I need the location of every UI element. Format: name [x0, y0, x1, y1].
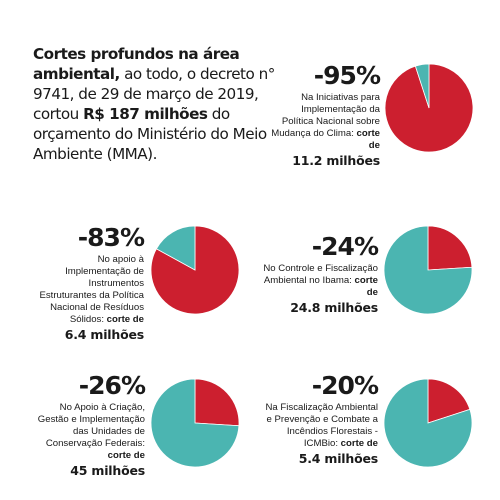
chart-2-label: No apoio à Implementação de Instrumentos…: [39, 254, 144, 325]
chart-1-text: -95% Na Iniciativas para Implementação d…: [268, 61, 381, 169]
chart-4-percent: -26%: [78, 371, 146, 400]
chart-2-amount: 6.4 milhões: [64, 327, 144, 342]
chart-5-text: -20% Na Fiscalização Ambiental e Prevenç…: [262, 371, 379, 467]
chart-4-text: -26% No Apoio à Criação, Gestão e Implem…: [30, 371, 146, 479]
chart-1-amount: 11.2 milhões: [292, 153, 380, 168]
pie-slice-corte: [427, 225, 473, 271]
pie-slice-corte: [150, 225, 240, 315]
chart-3-text: -24% No Controle e Fiscalização Ambienta…: [262, 232, 379, 316]
chart-5-label: Na Fiscalização Ambiental e Prevenção e …: [265, 402, 378, 449]
chart-2-percent: -83%: [77, 223, 145, 252]
chart-3-description: No Controle e Fiscalização Ambiental no …: [262, 263, 378, 299]
chart-4-cut-label: corte de: [107, 450, 145, 461]
chart-1-cut-label: corte de: [356, 128, 380, 151]
pie-slice-corte: [384, 63, 474, 153]
chart-5-percent: -20%: [311, 371, 379, 400]
chart-3-cut-label: corte de: [354, 275, 378, 298]
chart-2-cut-label: corte de: [106, 314, 144, 325]
chart-3-label: No Controle e Fiscalização Ambiental no …: [263, 263, 378, 286]
intro-body: ao todo, o decreto n° 9741, de 29 de mar…: [33, 65, 275, 123]
chart-3-amount: 24.8 milhões: [290, 300, 378, 315]
pie-slice-corte: [427, 378, 471, 424]
chart-5-amount: 5.4 milhões: [298, 451, 378, 466]
pie-slice-restante: [155, 225, 196, 271]
chart-4-label: No Apoio à Criação, Gestão e Implementaç…: [37, 402, 145, 449]
intro-text: Cortes profundos na área ambiental, ao t…: [33, 44, 288, 164]
chart-5-cut-label: corte de: [340, 438, 378, 449]
chart-2-description: No apoio à Implementação de Instrumentos…: [30, 254, 144, 326]
pie-slice-restante: [414, 63, 430, 109]
chart-1-description: Na Iniciativas para Implementação da Pol…: [268, 92, 380, 152]
pie-slice-restante: [150, 378, 240, 468]
intro-total: R$ 187 milhões: [83, 105, 208, 123]
chart-5-description: Na Fiscalização Ambiental e Prevenção e …: [262, 402, 378, 450]
intro-body-end: do orçamento do Ministério do Meio Ambie…: [33, 105, 267, 163]
pie-slice-restante: [383, 225, 473, 315]
chart-4-amount: 45 milhões: [70, 463, 145, 478]
chart-2-text: -83% No apoio à Implementação de Instrum…: [30, 223, 145, 343]
pie-slice-restante: [383, 378, 473, 468]
chart-1-percent: -95%: [313, 61, 381, 90]
intro-headline: Cortes profundos na área ambiental,: [33, 45, 240, 83]
chart-3-percent: -24%: [311, 232, 379, 261]
chart-1-label: Na Iniciativas para Implementação da Pol…: [271, 92, 380, 139]
pie-slice-corte: [194, 378, 240, 427]
chart-4-description: No Apoio à Criação, Gestão e Implementaç…: [30, 402, 145, 462]
